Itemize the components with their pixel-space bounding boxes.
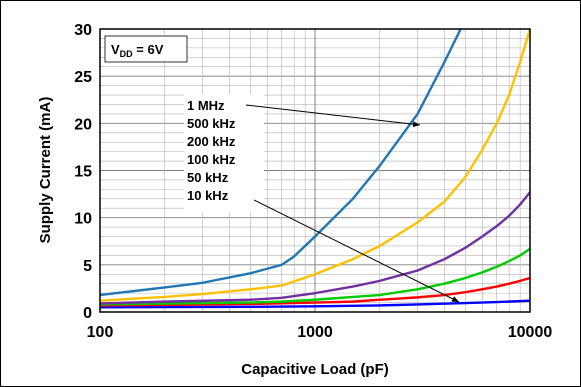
legend-label: 1 MHz: [187, 98, 225, 113]
series-line-10khz: [100, 299, 530, 309]
condition-rest: = 6V: [133, 42, 164, 57]
condition-sub: DD: [120, 49, 133, 59]
series-line-200khz: [100, 190, 530, 305]
x-axis-title: Capacitive Load (pF): [241, 361, 389, 378]
series-layer: [100, 29, 530, 309]
y-tick-label: 0: [83, 305, 92, 322]
y-tick-label: 5: [83, 258, 92, 275]
legend-labels: 1 MHz 500 kHz 200 kHz 100 kHz 50 kHz 10 kHz: [187, 98, 236, 203]
y-tick-label: 25: [74, 69, 92, 86]
series-line-1mhz: [100, 29, 462, 297]
legend-label: 200 kHz: [187, 134, 236, 149]
arrow-10khz: [253, 199, 460, 303]
condition-box: [104, 35, 188, 63]
y-tick-label: 30: [74, 22, 92, 39]
x-tick-labels: 100 1000 10000: [87, 324, 553, 341]
legend-label: 50 kHz: [187, 170, 229, 185]
y-axis-title: Supply Current (mA): [37, 97, 54, 244]
grid: [99, 28, 531, 313]
condition-main: V: [111, 42, 120, 57]
y-tick-label: 20: [74, 116, 92, 133]
series-line-50khz: [100, 276, 530, 307]
x-tick-label: 1000: [297, 324, 333, 341]
y-tick-labels: 0 5 10 15 20 25 30: [74, 22, 92, 322]
series-line-500khz: [100, 29, 530, 302]
condition-label: VDD = 6V: [111, 42, 164, 59]
plot-border: [99, 28, 531, 313]
x-tick-label: 10000: [508, 324, 553, 341]
legend-label: 100 kHz: [187, 152, 236, 167]
y-tick-label: 15: [74, 164, 92, 181]
y-tick-label: 10: [74, 211, 92, 228]
arrow-1mhz: [245, 104, 421, 128]
legend-box: [184, 94, 264, 212]
series-line-100khz: [100, 247, 530, 306]
legend-label: 10 kHz: [187, 188, 229, 203]
x-tick-label: 100: [87, 324, 114, 341]
legend-label: 500 kHz: [187, 116, 236, 131]
